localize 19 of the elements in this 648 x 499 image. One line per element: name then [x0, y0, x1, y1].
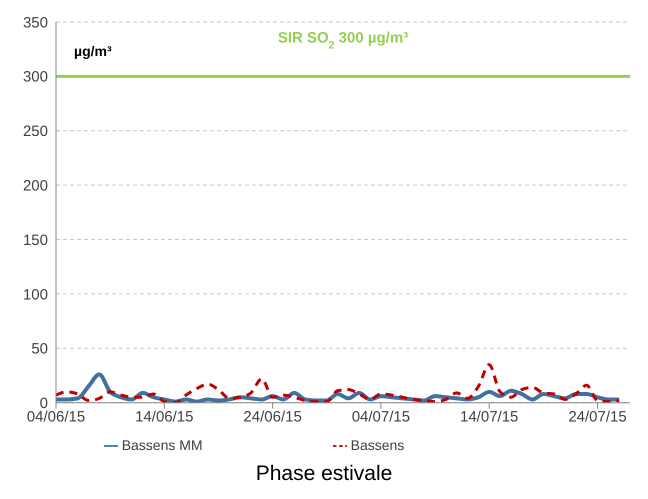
- y-tick-label: 250: [22, 123, 48, 140]
- legend-label: Bassens MM: [122, 436, 203, 453]
- y-tick-label: 150: [22, 232, 48, 249]
- y-tick-label: 300: [22, 68, 48, 86]
- x-tick-label: 14/07/15: [460, 408, 518, 426]
- annotation: µg/m³: [74, 43, 112, 59]
- x-tick-label: 04/06/15: [26, 408, 86, 426]
- x-axis-title: Phase estivale: [254, 462, 394, 486]
- y-tick-label: 100: [22, 286, 48, 304]
- legend-label: Bassens: [350, 436, 404, 453]
- x-tick-label: 14/06/15: [135, 408, 194, 426]
- ref-line-label: SIR SO$_{2}$ 300 µg/m³: [278, 29, 408, 52]
- x-tick-label: 24/07/15: [568, 408, 627, 426]
- y-tick-label: 350: [22, 14, 48, 32]
- x-tick-label: 24/06/15: [243, 408, 302, 426]
- x-tick-label: 04/07/15: [352, 408, 410, 426]
- y-tick-label: 200: [22, 177, 48, 194]
- line-series: [56, 363, 621, 403]
- y-tick-label: 50: [31, 340, 48, 358]
